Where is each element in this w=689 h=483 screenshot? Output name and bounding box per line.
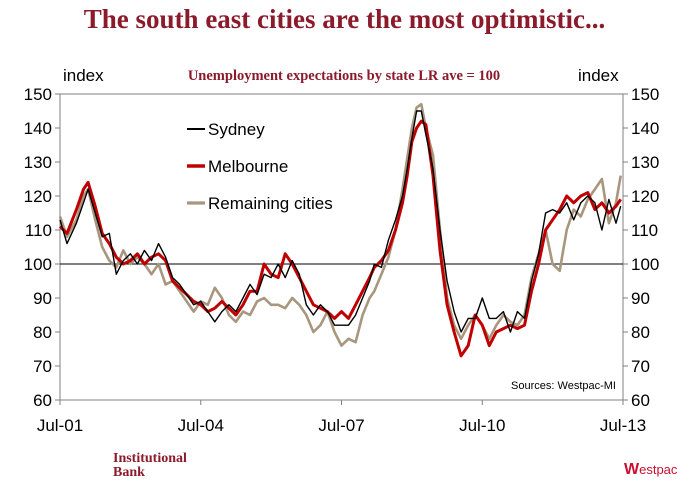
y-tick-label-right: 90	[631, 289, 650, 308]
x-tick-label: Jul-07	[318, 416, 364, 435]
series-line-remaining-cities	[58, 102, 622, 347]
plot-frame	[59, 93, 624, 401]
line-chart: Unemployment expectations by state LR av…	[24, 66, 660, 435]
y-tick-label-right: 130	[631, 153, 659, 172]
chart-title: Unemployment expectations by state LR av…	[188, 68, 500, 84]
y-tick-label-left: 130	[24, 153, 52, 172]
westpac-w-mark: W	[624, 461, 640, 478]
series-line-melbourne	[58, 119, 622, 358]
westpac-logo: Westpac	[624, 461, 677, 479]
y-tick-label-right: 80	[631, 323, 650, 342]
x-tick-label: Jul-04	[178, 416, 224, 435]
westpac-wordmark: estpac	[639, 462, 678, 477]
brand-line-1: Institutional	[113, 451, 187, 466]
y-axis-label-right: index	[578, 66, 619, 85]
page-title: The south east cities are the most optim…	[83, 4, 606, 34]
x-tick-label: Jul-13	[600, 416, 646, 435]
series-line-sydney	[59, 110, 622, 333]
source-note: Sources: Westpac-MI	[511, 380, 616, 392]
y-tick-label-left: 60	[33, 391, 52, 410]
y-axis-label-left: index	[63, 66, 104, 85]
y-tick-label-right: 150	[631, 85, 659, 104]
y-tick-label-right: 140	[631, 119, 659, 138]
y-tick-label-left: 90	[33, 289, 52, 308]
brand-line-2: Bank	[113, 465, 145, 480]
y-tick-label-left: 70	[33, 357, 52, 376]
legend-label: Remaining cities	[208, 194, 333, 213]
x-tick-label: Jul-10	[459, 416, 505, 435]
y-tick-label-left: 140	[24, 119, 52, 138]
y-tick-label-right: 60	[631, 391, 650, 410]
institutional-bank-logo: Institutional Bank	[113, 452, 187, 480]
y-tick-label-right: 100	[631, 255, 659, 274]
y-tick-label-right: 110	[631, 221, 658, 240]
y-tick-label-left: 100	[24, 255, 52, 274]
x-tick-label: Jul-01	[37, 416, 83, 435]
y-tick-label-left: 80	[33, 323, 52, 342]
legend-label: Melbourne	[208, 157, 288, 176]
y-tick-label-left: 120	[24, 187, 52, 206]
legend-label: Sydney	[208, 120, 265, 139]
y-tick-label-left: 110	[25, 221, 52, 240]
y-tick-label-right: 70	[631, 357, 650, 376]
y-tick-label-left: 150	[24, 85, 52, 104]
y-tick-label-right: 120	[631, 187, 659, 206]
